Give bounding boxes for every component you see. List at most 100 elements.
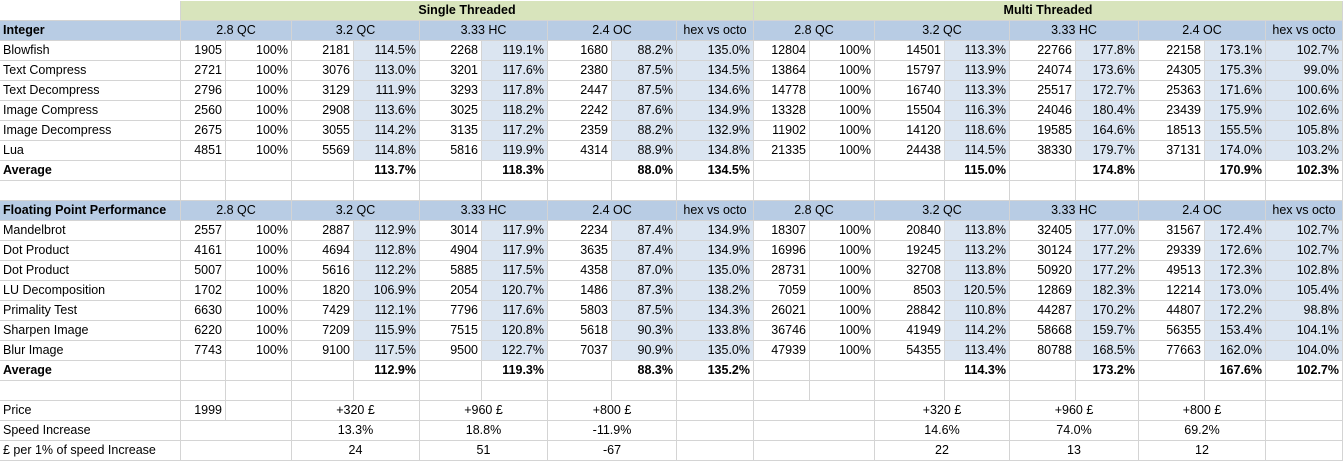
average-label[interactable]: Average xyxy=(0,161,181,181)
data-cell[interactable]: 9500 xyxy=(420,341,482,361)
data-cell[interactable]: 100% xyxy=(226,321,292,341)
average-cell[interactable] xyxy=(420,161,482,181)
blank-cell[interactable] xyxy=(1010,181,1076,201)
data-cell[interactable]: 88.9% xyxy=(612,141,677,161)
average-cell[interactable]: 102.3% xyxy=(1266,161,1343,181)
data-cell[interactable]: 112.1% xyxy=(354,301,420,321)
data-cell[interactable]: 177.2% xyxy=(1076,261,1139,281)
data-cell[interactable]: 172.4% xyxy=(1205,221,1266,241)
data-cell[interactable]: 22766 xyxy=(1010,41,1076,61)
data-cell[interactable]: 100% xyxy=(810,281,875,301)
data-cell[interactable]: 134.9% xyxy=(677,241,754,261)
data-cell[interactable]: 25363 xyxy=(1139,81,1205,101)
column-header[interactable]: 2.8 QC xyxy=(181,201,292,221)
data-cell[interactable]: 104.1% xyxy=(1266,321,1343,341)
data-cell[interactable]: 2054 xyxy=(420,281,482,301)
data-cell[interactable]: 41949 xyxy=(875,321,945,341)
data-cell[interactable]: 2380 xyxy=(548,61,612,81)
data-cell[interactable]: 172.7% xyxy=(1076,81,1139,101)
data-cell[interactable]: 114.5% xyxy=(354,41,420,61)
data-cell[interactable]: 87.0% xyxy=(612,261,677,281)
data-cell[interactable]: 177.8% xyxy=(1076,41,1139,61)
column-header[interactable]: hex vs octo xyxy=(677,21,754,41)
blank-cell[interactable] xyxy=(354,181,420,201)
data-cell[interactable]: 100% xyxy=(226,41,292,61)
blank-cell[interactable] xyxy=(677,441,754,461)
data-cell[interactable]: 24046 xyxy=(1010,101,1076,121)
blank-cell[interactable] xyxy=(1076,181,1139,201)
blank-cell[interactable] xyxy=(226,381,292,401)
data-cell[interactable]: 2557 xyxy=(181,221,226,241)
data-cell[interactable]: 134.9% xyxy=(677,101,754,121)
summary-cell[interactable] xyxy=(181,421,292,441)
average-cell[interactable]: 134.5% xyxy=(677,161,754,181)
data-cell[interactable]: 114.8% xyxy=(354,141,420,161)
summary-cell[interactable]: 22 xyxy=(875,441,1010,461)
data-cell[interactable]: 90.9% xyxy=(612,341,677,361)
data-cell[interactable]: 100% xyxy=(810,81,875,101)
column-header[interactable]: hex vs octo xyxy=(677,201,754,221)
data-cell[interactable]: 100% xyxy=(810,321,875,341)
average-cell[interactable]: 112.9% xyxy=(354,361,420,381)
average-cell[interactable] xyxy=(548,361,612,381)
data-cell[interactable]: 100% xyxy=(226,301,292,321)
data-cell[interactable]: 2721 xyxy=(181,61,226,81)
column-header[interactable]: 2.4 OC xyxy=(548,201,677,221)
data-cell[interactable]: 175.3% xyxy=(1205,61,1266,81)
blank-cell[interactable] xyxy=(1266,441,1343,461)
data-cell[interactable]: 134.5% xyxy=(677,61,754,81)
data-cell[interactable]: 37131 xyxy=(1139,141,1205,161)
data-cell[interactable]: 135.0% xyxy=(677,261,754,281)
summary-cell[interactable]: 12 xyxy=(1139,441,1266,461)
row-label[interactable]: Primality Test xyxy=(0,301,181,321)
column-header[interactable]: 2.4 OC xyxy=(1139,21,1266,41)
column-header[interactable]: 3.33 HC xyxy=(1010,201,1139,221)
data-cell[interactable]: 90.3% xyxy=(612,321,677,341)
row-label[interactable]: Dot Product xyxy=(0,261,181,281)
blank-cell[interactable] xyxy=(875,181,945,201)
data-cell[interactable]: 100% xyxy=(226,141,292,161)
row-label[interactable]: Sharpen Image xyxy=(0,321,181,341)
blank-cell[interactable] xyxy=(677,421,754,441)
average-cell[interactable]: 88.0% xyxy=(612,161,677,181)
data-cell[interactable]: 13864 xyxy=(754,61,810,81)
data-cell[interactable]: 5569 xyxy=(292,141,354,161)
data-cell[interactable]: 26021 xyxy=(754,301,810,321)
data-cell[interactable]: 153.4% xyxy=(1205,321,1266,341)
data-cell[interactable]: 120.8% xyxy=(482,321,548,341)
data-cell[interactable]: 4694 xyxy=(292,241,354,261)
column-header[interactable]: 3.33 HC xyxy=(420,201,548,221)
data-cell[interactable]: 29339 xyxy=(1139,241,1205,261)
data-cell[interactable]: 102.6% xyxy=(1266,101,1343,121)
summary-cell[interactable]: 51 xyxy=(420,441,548,461)
data-cell[interactable]: 100% xyxy=(226,281,292,301)
summary-cell[interactable]: 1999 xyxy=(181,401,226,421)
data-cell[interactable]: 116.3% xyxy=(945,101,1010,121)
average-cell[interactable] xyxy=(1139,161,1205,181)
data-cell[interactable]: 117.9% xyxy=(482,241,548,261)
summary-cell[interactable]: 74.0% xyxy=(1010,421,1139,441)
summary-cell[interactable]: +960 £ xyxy=(420,401,548,421)
data-cell[interactable]: 177.2% xyxy=(1076,241,1139,261)
blank-cell[interactable] xyxy=(754,421,875,441)
data-cell[interactable]: 1905 xyxy=(181,41,226,61)
data-cell[interactable]: 3025 xyxy=(420,101,482,121)
data-cell[interactable]: 1702 xyxy=(181,281,226,301)
data-cell[interactable]: 7796 xyxy=(420,301,482,321)
column-header[interactable]: 3.33 HC xyxy=(1010,21,1139,41)
blank-cell[interactable] xyxy=(945,181,1010,201)
data-cell[interactable]: 134.6% xyxy=(677,81,754,101)
data-cell[interactable]: 2560 xyxy=(181,101,226,121)
data-cell[interactable]: 2908 xyxy=(292,101,354,121)
blank-cell[interactable] xyxy=(677,401,754,421)
data-cell[interactable]: 113.3% xyxy=(945,41,1010,61)
data-cell[interactable]: 113.6% xyxy=(354,101,420,121)
summary-cell[interactable]: 14.6% xyxy=(875,421,1010,441)
blank-cell[interactable] xyxy=(1076,381,1139,401)
blank-cell[interactable] xyxy=(420,181,482,201)
data-cell[interactable]: 5616 xyxy=(292,261,354,281)
summary-cell[interactable]: +320 £ xyxy=(875,401,1010,421)
data-cell[interactable]: 100% xyxy=(810,41,875,61)
data-cell[interactable]: 168.5% xyxy=(1076,341,1139,361)
average-cell[interactable]: 115.0% xyxy=(945,161,1010,181)
